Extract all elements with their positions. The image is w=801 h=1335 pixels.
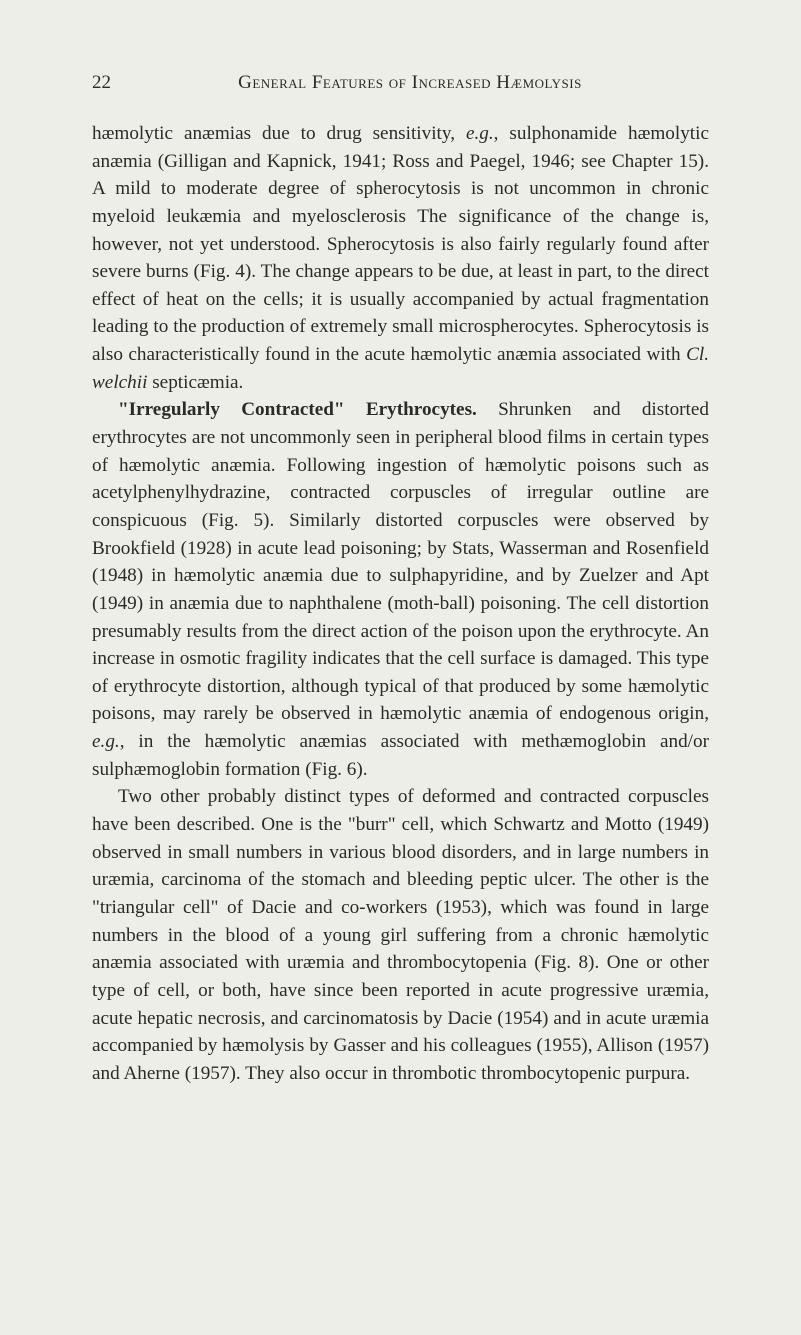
italic-run: e.g. [466,123,494,144]
page-header: 22 General Features of Increased Hæmolys… [92,72,709,94]
paragraph: hæmolytic anæmias due to drug sensitivit… [92,120,709,396]
page-number: 22 [92,72,111,94]
text-run: Shrunken and distorted erythrocytes are … [92,399,709,724]
document-page: 22 General Features of Increased Hæmolys… [0,0,801,1335]
italic-run: e.g. [92,731,120,752]
text-run: septicæmia. [147,372,243,393]
heading-run: "Irregularly Contracted" Erythrocytes. [118,399,477,420]
running-title: General Features of Increased Hæmolysis [155,72,665,94]
paragraph: Two other probably distinct types of def… [92,783,709,1087]
text-run: Two other probably distinct types of def… [92,786,709,1083]
text-run: hæmolytic anæmias due to drug sensitivit… [92,123,466,144]
text-run: , sulphonamide hæmolytic anæmia (Gilliga… [92,123,709,365]
body-text: hæmolytic anæmias due to drug sensitivit… [92,120,709,1087]
text-run: , in the hæmolytic anæmias associated wi… [92,731,709,780]
paragraph: "Irregularly Contracted" Erythrocytes. S… [92,396,709,783]
